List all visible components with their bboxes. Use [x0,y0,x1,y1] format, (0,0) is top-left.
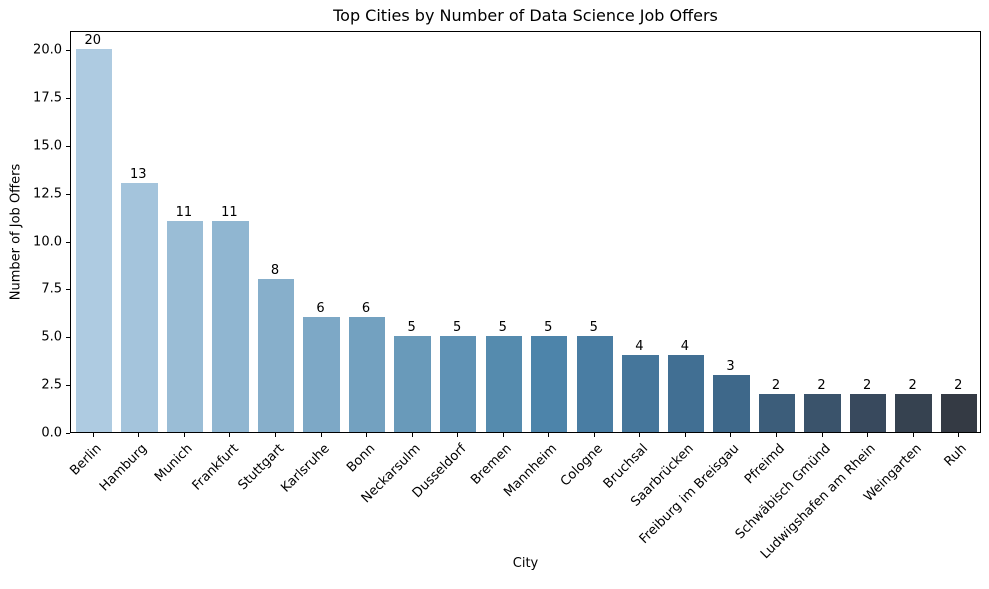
bar-value-label: 5 [453,320,462,336]
y-tick-label: 2.5 [41,377,62,393]
bar-value-label: 11 [221,205,238,221]
x-tick [411,433,413,437]
x-tick-label: Frankfurt [189,441,242,494]
x-tick-label: Bonn [343,441,378,476]
bar-value-label: 6 [361,301,371,317]
bar-10 [531,336,568,432]
bar-0 [75,49,112,432]
bar-11 [576,336,614,432]
x-tick [366,433,368,437]
x-tick-label: Hamburg [97,441,151,495]
x-tick-label: Pfreimd [741,441,788,488]
x-tick [183,433,185,437]
y-tick-label: 5.0 [41,329,62,345]
bar-value-label: 2 [817,377,826,393]
bar-5 [303,317,340,432]
bar-2 [166,221,204,432]
x-tick [92,433,94,437]
x-tick [138,433,140,437]
bar-3 [212,221,249,432]
y-tick [66,98,70,99]
x-tick [457,433,459,437]
bar-17 [849,393,887,432]
x-tick-label: Berlin [67,441,105,479]
x-tick-label: Karlsruhe [278,441,333,496]
bar-value-label: 5 [407,320,416,336]
y-tick-label: 20.0 [33,42,62,58]
bar-value-label: 11 [175,205,193,221]
x-tick [958,433,960,437]
y-tick [66,289,70,291]
y-tick [66,433,70,434]
x-tick [502,433,504,437]
bar-16 [804,393,841,432]
bar-12 [622,355,659,432]
x-tick [274,433,276,437]
bar-4 [257,278,295,432]
bar-1 [121,183,158,432]
y-tick [66,145,70,147]
y-tick-label: 7.5 [41,281,62,297]
bar-19 [941,393,978,432]
y-tick [66,385,70,387]
chart-title: Top Cities by Number of Data Science Job… [333,6,718,25]
bar-value-label: 4 [635,339,644,355]
bar-value-label: 13 [130,167,147,183]
bar-value-label: 2 [771,377,781,393]
plot-area [70,31,981,433]
bar-value-label: 5 [498,320,507,336]
y-tick-label: 17.5 [33,90,62,106]
x-tick [639,433,641,437]
x-tick [867,433,869,437]
x-tick-label: Cologne [557,441,606,490]
y-tick [66,337,70,339]
y-tick [66,241,70,243]
x-tick [776,433,778,437]
y-tick-label: 10.0 [33,234,62,250]
x-tick [229,433,231,437]
x-tick-label: Munich [152,441,196,485]
bar-value-label: 4 [680,339,690,355]
x-tick [730,433,732,437]
bar-value-label: 6 [316,301,325,317]
x-tick-label: Ruh [941,441,971,470]
bar-14 [713,374,750,432]
bar-value-label: 20 [84,33,102,49]
bar-value-label: 2 [908,377,917,393]
bar-13 [667,355,705,432]
x-tick-label: Bremen [468,441,515,488]
y-tick-label: 15.0 [33,138,62,154]
y-tick-label: 12.5 [33,186,62,202]
x-tick [821,433,823,437]
bar-value-label: 2 [862,377,872,393]
bar-value-label: 5 [544,320,553,336]
bar-18 [895,393,932,432]
x-tick [912,433,914,437]
x-tick [593,433,595,437]
bar-9 [485,336,522,432]
bar-15 [758,393,796,432]
bar-value-label: 3 [726,358,735,374]
y-tick-label: 0.0 [41,425,62,441]
y-tick [66,50,70,52]
y-tick [66,193,70,195]
bar-7 [394,336,431,432]
bar-value-label: 8 [270,262,280,278]
bar-8 [439,336,477,432]
bar-6 [348,317,386,432]
x-tick [320,433,322,437]
x-tick [684,433,686,437]
bar-value-label: 5 [589,320,598,336]
x-tick [548,433,550,437]
y-axis-label: Number of Job Offers [8,163,24,301]
bar-value-label: 2 [954,377,963,393]
x-axis-label: City [512,556,539,571]
